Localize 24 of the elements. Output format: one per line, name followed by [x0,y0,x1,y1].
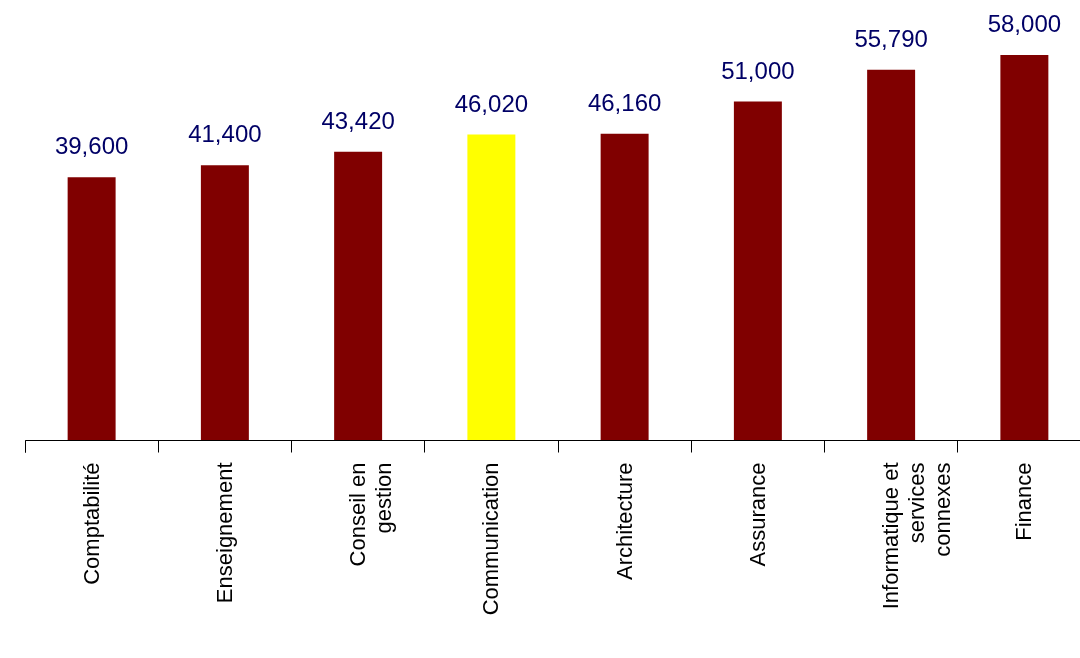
bar [200,165,249,440]
bar [334,151,383,440]
data-label: 46,020 [454,89,529,117]
data-label: 58,000 [987,10,1062,38]
bar [467,134,516,440]
data-label: 46,160 [587,88,662,116]
data-label: 51,000 [721,56,795,84]
x-tick-label: Communication [478,462,504,616]
bar [600,133,649,440]
x-tick-label: Enseignement [211,462,237,604]
x-tick-label: Informatique et services connexes [878,462,956,610]
x-tick-label: Assurance [744,462,770,567]
bar [1000,55,1049,440]
x-tick-label: Comptabilité [78,462,104,585]
data-label: 43,420 [321,106,395,134]
data-label: 55,790 [854,24,928,52]
x-tick-label: Finance [1011,462,1037,541]
bar [67,177,116,440]
bar [867,69,916,440]
bar [733,101,782,440]
data-label: 39,600 [54,132,129,160]
data-label: 41,400 [188,120,262,148]
x-tick-label: Architecture [611,462,637,580]
x-tick-label: Conseil en gestion [345,462,397,567]
